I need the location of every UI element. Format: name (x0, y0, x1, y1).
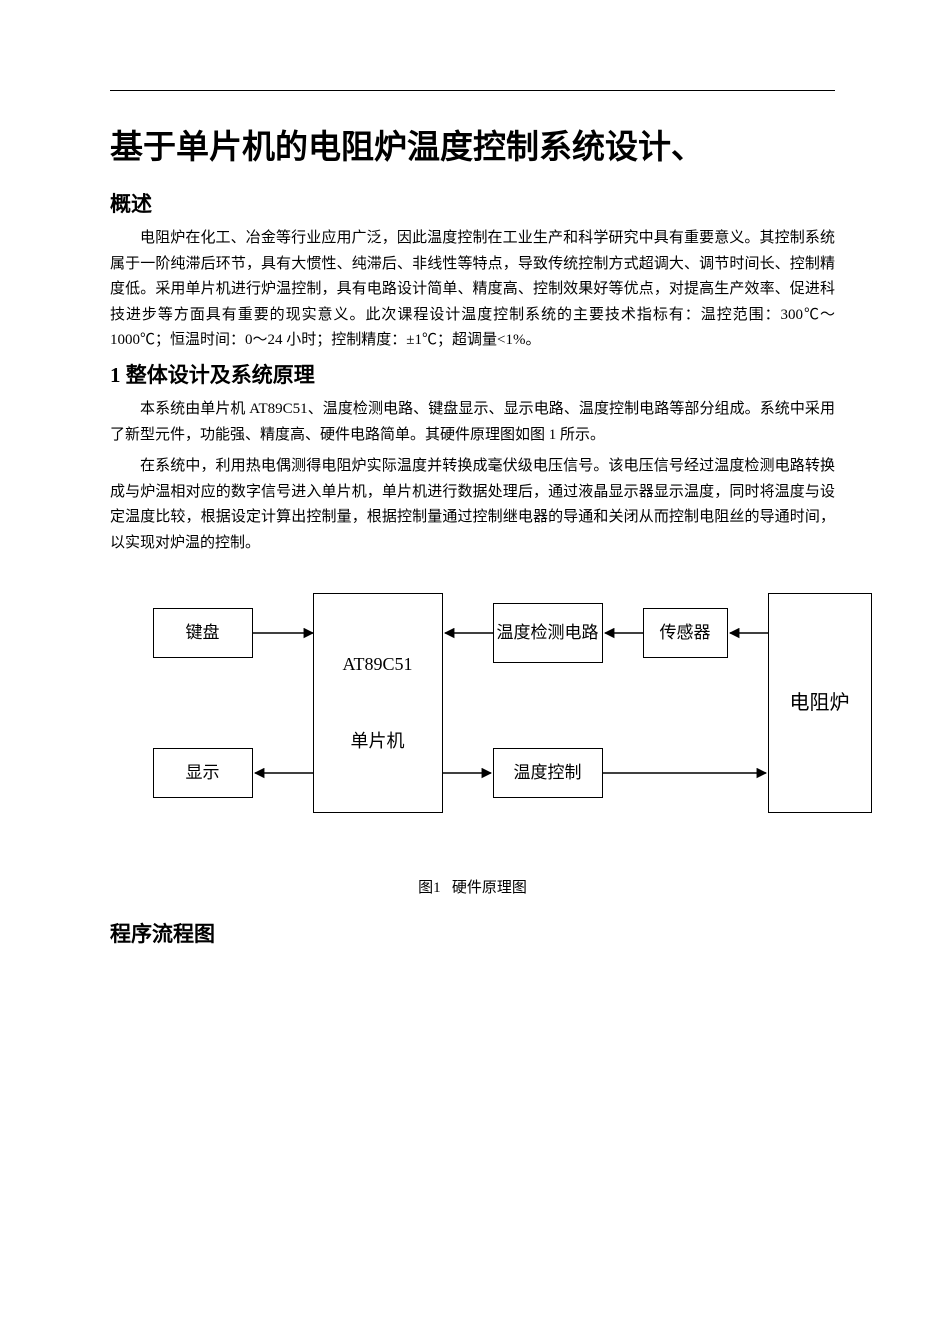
diagram-caption: 图1 硬件原理图 (110, 876, 835, 897)
node-sensor-label: 传感器 (660, 621, 711, 645)
node-detect-label: 温度检测电路 (497, 621, 599, 645)
document-page: 基于单片机的电阻炉温度控制系统设计、 概述 电阻炉在化工、冶金等行业应用广泛，因… (0, 0, 945, 1337)
caption-prefix: 图 (418, 880, 433, 896)
node-mcu-label-bottom: 单片机 (351, 729, 405, 754)
para-design-1: 本系统由单片机 AT89C51、温度检测电路、键盘显示、显示电路、温度控制电路等… (110, 397, 835, 448)
node-control-label: 温度控制 (514, 761, 582, 785)
heading-flowchart: 程序流程图 (110, 919, 835, 951)
caption-text: 硬件原理图 (452, 880, 527, 896)
caption-num: 1 (433, 880, 441, 896)
node-control: 温度控制 (493, 748, 603, 798)
node-keyboard: 键盘 (153, 608, 253, 658)
node-display-label: 显示 (186, 761, 220, 785)
node-mcu-label-top: AT89C51 (342, 652, 412, 677)
node-furnace-label: 电阻炉 (790, 689, 850, 717)
node-keyboard-label: 键盘 (186, 621, 220, 645)
node-mcu: AT89C51 单片机 (313, 593, 443, 813)
node-sensor: 传感器 (643, 608, 728, 658)
heading-design: 1 整体设计及系统原理 (110, 360, 835, 392)
heading-overview: 概述 (110, 189, 835, 221)
node-display: 显示 (153, 748, 253, 798)
node-detect: 温度检测电路 (493, 603, 603, 663)
para-overview-1: 电阻炉在化工、冶金等行业应用广泛，因此温度控制在工业生产和科学研究中具有重要意义… (110, 226, 835, 354)
top-rule (110, 90, 835, 91)
document-title: 基于单片机的电阻炉温度控制系统设计、 (110, 126, 835, 171)
para-design-2: 在系统中，利用热电偶测得电阻炉实际温度并转换成毫伏级电压信号。该电压信号经过温度… (110, 454, 835, 556)
node-furnace: 电阻炉 (768, 593, 872, 813)
hardware-diagram: 键盘 显示 AT89C51 单片机 温度检测电路 传感器 温度控制 电阻炉 (133, 578, 813, 858)
